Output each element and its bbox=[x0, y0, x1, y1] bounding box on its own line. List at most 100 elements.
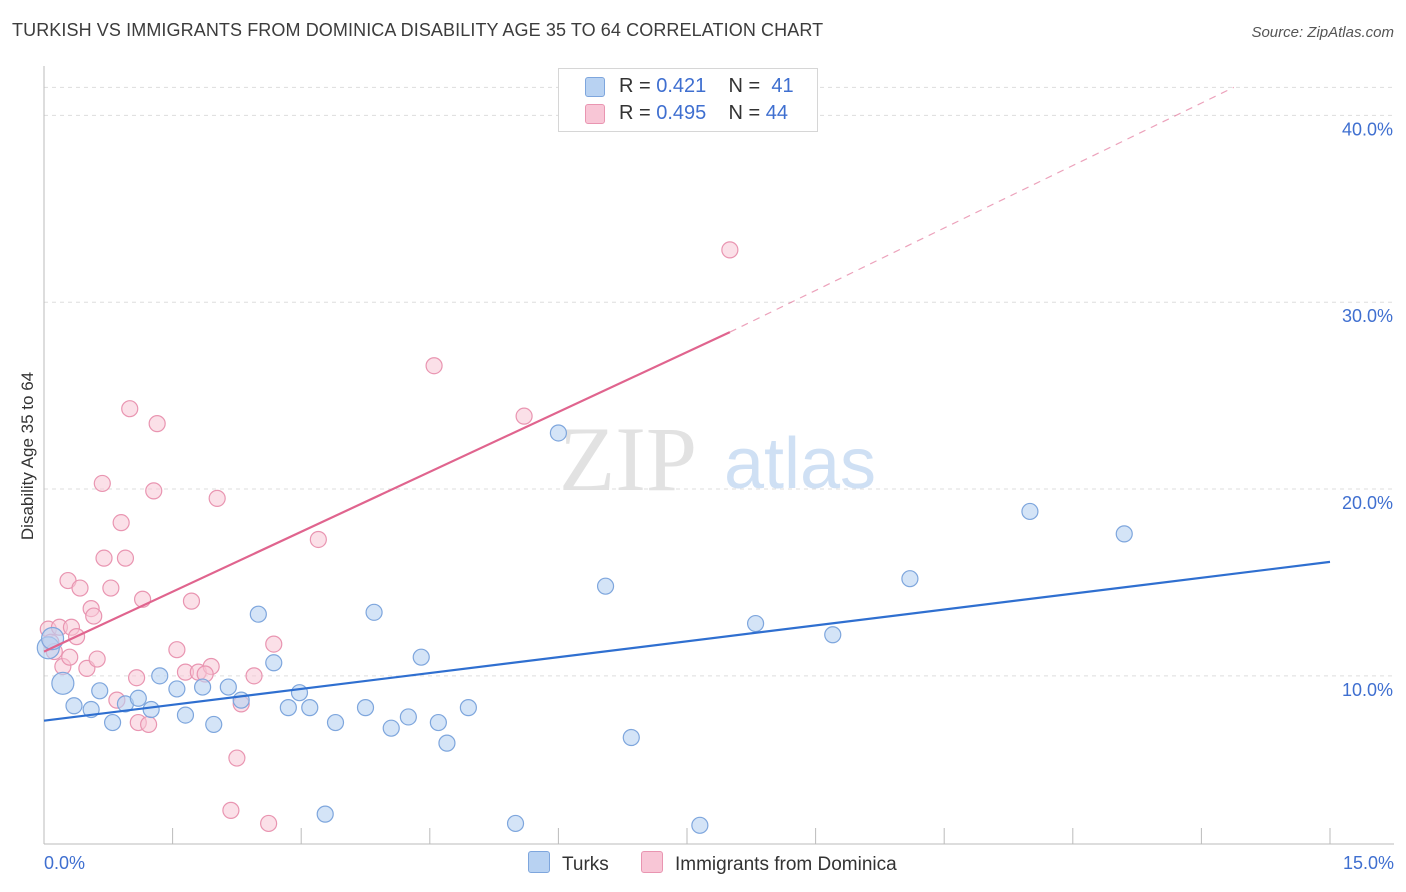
dominica-point bbox=[116, 549, 135, 567]
turks-point bbox=[316, 805, 334, 823]
r-label: R = bbox=[619, 102, 657, 124]
dominica-point bbox=[127, 669, 146, 687]
turks-point bbox=[412, 648, 430, 666]
turks-point bbox=[279, 699, 297, 717]
source-label[interactable]: Source: ZipAtlas.com bbox=[1251, 24, 1394, 41]
x-max-label: 15.0% bbox=[1343, 853, 1394, 873]
axes bbox=[43, 66, 1394, 845]
y-tick-labels: 10.0% 20.0% 30.0% 40.0% bbox=[1342, 119, 1393, 699]
turks-point bbox=[205, 715, 223, 734]
n-label: N = bbox=[728, 75, 766, 97]
turks-point bbox=[290, 684, 309, 702]
chart-title: TURKISH VS IMMIGRANTS FROM DOMINICA DISA… bbox=[12, 20, 824, 40]
legend-dominica-text: R = 0.495 N = 44 bbox=[619, 102, 788, 125]
dominica-point bbox=[95, 549, 113, 567]
turks-point bbox=[429, 713, 447, 732]
n-value: 41 bbox=[771, 75, 794, 97]
dominica-point bbox=[260, 814, 278, 833]
dominica-point bbox=[182, 592, 201, 610]
dominica-point bbox=[309, 530, 327, 549]
turks-point bbox=[596, 577, 615, 595]
turks-point bbox=[901, 570, 919, 588]
turks-point bbox=[622, 728, 640, 747]
dominica-point bbox=[265, 635, 283, 653]
turks-point bbox=[824, 626, 842, 644]
turks-point bbox=[265, 654, 283, 672]
legend-turks-text: R = 0.421 N = 41 bbox=[619, 75, 794, 98]
turks-point bbox=[129, 689, 147, 707]
turks-point bbox=[232, 691, 250, 709]
dominica-point bbox=[208, 489, 226, 507]
dominica-point bbox=[71, 579, 89, 597]
dominica-point bbox=[425, 357, 443, 375]
bottom-legend-turks[interactable]: Turks bbox=[528, 851, 609, 875]
dominica-point bbox=[85, 607, 103, 625]
turks-point bbox=[438, 734, 456, 752]
turks-legend-label: Turks bbox=[562, 854, 609, 875]
dominica-point bbox=[139, 715, 158, 734]
dominica-point bbox=[148, 415, 166, 433]
n-value: 44 bbox=[765, 102, 789, 124]
turks-point bbox=[365, 603, 383, 621]
trend-lines bbox=[43, 86, 1331, 722]
watermark-zip: ZIP bbox=[559, 408, 697, 510]
dominica-legend-swatch bbox=[641, 851, 663, 873]
turks-point bbox=[176, 706, 195, 724]
stats-legend: R = 0.421 N = 41 R = 0.495 N = 44 bbox=[558, 68, 818, 132]
dominica-point bbox=[721, 241, 739, 259]
r-label: R = bbox=[619, 75, 657, 97]
turks-legend-swatch bbox=[528, 851, 550, 873]
y-tick-label: 10.0% bbox=[1342, 680, 1393, 700]
turks-point bbox=[249, 605, 267, 623]
turks-point bbox=[301, 699, 319, 717]
dominica-point bbox=[145, 482, 163, 500]
turks-point bbox=[151, 667, 169, 685]
turks-point bbox=[65, 697, 83, 715]
n-label: N = bbox=[728, 102, 766, 124]
dominica-point bbox=[245, 667, 263, 685]
dominica-trend-line bbox=[43, 331, 731, 653]
turks-point bbox=[103, 713, 122, 732]
dominica-point bbox=[168, 641, 186, 659]
turks-point bbox=[40, 626, 65, 651]
y-tick-label: 20.0% bbox=[1342, 493, 1393, 513]
dominica-legend-label: Immigrants from Dominica bbox=[675, 854, 897, 875]
dominica-point bbox=[121, 400, 139, 418]
turks-point bbox=[399, 708, 417, 726]
turks-point bbox=[91, 682, 109, 700]
turks-point bbox=[326, 713, 345, 732]
dominica-swatch bbox=[585, 104, 605, 124]
dominica-point bbox=[88, 650, 106, 668]
r-value: 0.421 bbox=[656, 75, 707, 97]
y-tick-label: 30.0% bbox=[1342, 306, 1393, 326]
r-value: 0.495 bbox=[656, 102, 707, 124]
turks-point bbox=[691, 816, 709, 834]
turks-point bbox=[459, 699, 477, 717]
dominica-point bbox=[222, 801, 240, 819]
dominica-point bbox=[515, 407, 533, 425]
turks-point bbox=[746, 614, 765, 633]
turks-point bbox=[219, 678, 237, 696]
turks-point bbox=[506, 814, 525, 833]
turks-point bbox=[1115, 525, 1133, 543]
turks-point bbox=[194, 678, 212, 696]
dominica-point bbox=[102, 579, 120, 597]
x-min-label: 0.0% bbox=[44, 853, 85, 873]
dominica-trend-extension bbox=[729, 86, 1235, 333]
y-tick-label: 40.0% bbox=[1342, 119, 1393, 139]
turks-point bbox=[1021, 502, 1039, 521]
turks-point bbox=[549, 424, 568, 442]
turks-point bbox=[51, 671, 75, 695]
watermark-atlas: atlas bbox=[724, 424, 876, 504]
turks-point bbox=[356, 699, 375, 717]
dominica-point bbox=[93, 474, 111, 493]
series-turks bbox=[36, 424, 1133, 834]
dominica-point bbox=[112, 514, 130, 532]
turks-point bbox=[142, 700, 160, 719]
bottom-legend-dominica[interactable]: Immigrants from Dominica bbox=[641, 851, 897, 875]
turks-point bbox=[168, 680, 186, 698]
turks-trend-line bbox=[43, 560, 1331, 722]
y-axis-label: Disability Age 35 to 64 bbox=[18, 371, 37, 541]
dominica-point bbox=[228, 749, 246, 767]
